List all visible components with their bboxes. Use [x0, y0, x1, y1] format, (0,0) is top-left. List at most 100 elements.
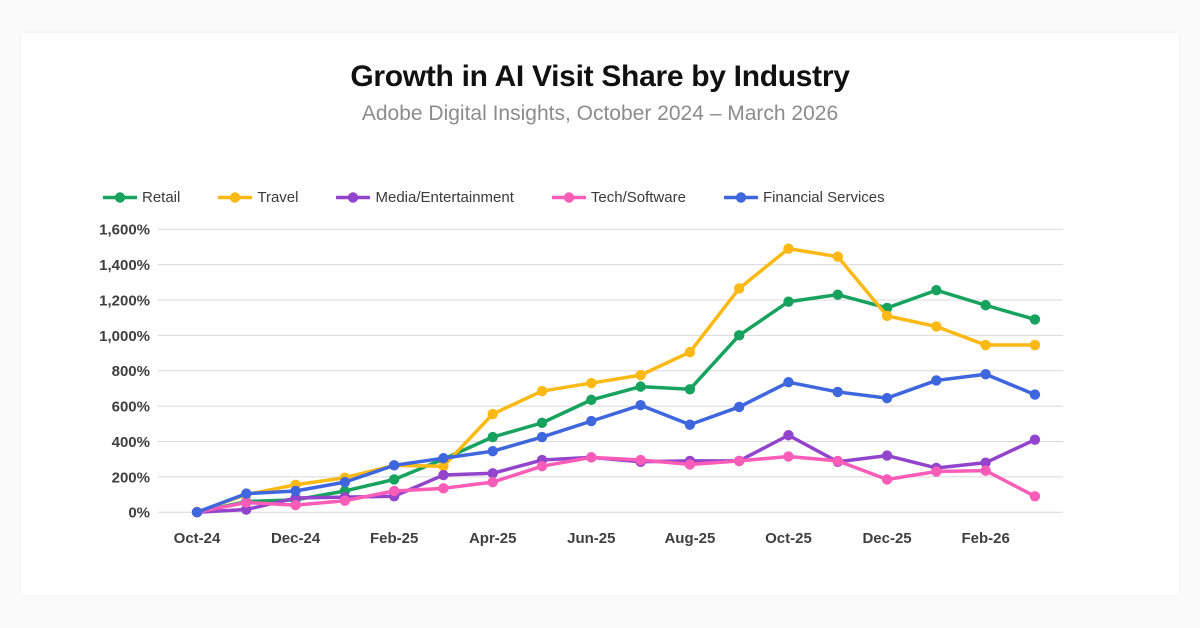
data-point — [980, 369, 991, 380]
data-point — [1029, 314, 1041, 325]
data-point — [438, 461, 449, 472]
data-point — [487, 445, 498, 457]
y-axis-tick-label: 800% — [112, 363, 150, 380]
y-axis-tick-label: 600% — [112, 399, 150, 416]
data-point — [536, 385, 548, 397]
legend-marker-icon — [336, 192, 371, 203]
series-line-travel — [195, 246, 1037, 514]
data-point — [438, 469, 449, 481]
data-point — [980, 465, 991, 476]
data-point — [684, 419, 696, 430]
data-point — [388, 485, 400, 497]
data-point — [733, 330, 745, 341]
legend-item-media-entertainment: Media/Entertainment — [336, 189, 514, 206]
data-point — [339, 495, 351, 506]
data-point — [438, 453, 449, 464]
data-point — [931, 285, 942, 296]
data-point — [388, 460, 400, 471]
data-point — [635, 369, 646, 381]
legend-item-retail: Retail — [103, 189, 180, 206]
legend-marker-icon — [218, 192, 253, 203]
line-chart: 0% 200% 400% 600% 800% 1,000% 1,200% 1,400% 1,60… — [99, 222, 1063, 547]
data-point — [931, 466, 942, 477]
legend-label: Tech/Software — [590, 189, 686, 206]
data-point — [931, 375, 942, 386]
data-point — [980, 300, 991, 311]
y-axis-tick-label: 1,600% — [99, 222, 150, 239]
data-point — [487, 468, 498, 479]
data-point — [1029, 339, 1041, 351]
x-axis-tick-label: Jun-25 — [567, 530, 615, 547]
data-point — [783, 430, 794, 441]
data-point — [733, 455, 745, 467]
data-point — [290, 485, 301, 497]
data-point — [931, 321, 942, 332]
x-axis-tick-label: Apr-25 — [469, 530, 517, 547]
series-line-tech-software — [195, 454, 1037, 514]
chart-card: Growth in AI Visit Share by Industry Ado… — [21, 33, 1179, 595]
data-point — [832, 386, 843, 398]
legend-label: Financial Services — [762, 189, 885, 206]
legend-label: Travel — [257, 189, 299, 206]
x-axis-tick-label: Feb-26 — [961, 530, 1009, 547]
data-point — [635, 381, 646, 392]
data-point — [388, 474, 400, 485]
data-point — [832, 251, 843, 262]
data-point — [586, 377, 597, 389]
data-point — [783, 451, 794, 462]
data-point — [832, 289, 843, 300]
data-point — [635, 399, 646, 411]
y-axis-tick-label: 0% — [128, 505, 150, 522]
data-point — [783, 243, 794, 254]
data-point — [1029, 389, 1041, 400]
data-point — [733, 401, 745, 413]
data-point — [684, 384, 696, 395]
x-axis-tick-label: Aug-25 — [664, 530, 715, 547]
data-point — [536, 431, 548, 443]
legend-item-tech-software: Tech/Software — [551, 189, 686, 206]
data-point — [1029, 434, 1041, 445]
legend-label: Media/Entertainment — [375, 189, 514, 206]
y-axis-tick-label: 1,000% — [99, 328, 150, 345]
data-point — [339, 476, 351, 488]
data-point — [241, 488, 252, 499]
data-point — [487, 431, 498, 443]
legend-marker-icon — [551, 192, 586, 203]
y-axis-tick-label: 1,400% — [99, 257, 150, 274]
series-line-financial-services — [195, 372, 1037, 514]
data-point — [1029, 491, 1041, 502]
y-axis-tick-label: 200% — [112, 469, 150, 486]
data-point — [980, 457, 991, 468]
data-point — [438, 483, 449, 494]
x-axis-tick-label: Dec-24 — [271, 530, 321, 547]
data-point — [290, 499, 301, 511]
series-line-media-entertainment — [195, 433, 1037, 514]
data-point — [536, 417, 548, 429]
legend-item-financial-services: Financial Services — [723, 189, 885, 206]
legend-label: Retail — [142, 189, 181, 206]
data-point — [783, 376, 794, 388]
data-point — [536, 461, 548, 472]
data-point — [881, 450, 893, 461]
legend-item-travel: Travel — [218, 189, 298, 206]
legend-marker-icon — [103, 192, 137, 203]
y-axis-tick-label: 400% — [112, 434, 150, 451]
data-point — [487, 476, 498, 488]
chart-legend: Retail Travel Media/Entertainment Tech/Soft… — [103, 189, 885, 206]
legend-marker-icon — [723, 192, 758, 203]
data-point — [881, 474, 893, 485]
data-point — [586, 394, 597, 406]
data-point — [881, 392, 893, 404]
x-axis-tick-label: Feb-25 — [370, 530, 418, 547]
data-point — [980, 339, 991, 351]
data-point — [684, 459, 696, 470]
data-point — [635, 454, 646, 466]
chart-title: Growth in AI Visit Share by Industry — [350, 60, 850, 93]
series-line-retail — [195, 288, 1037, 514]
data-point — [191, 507, 203, 518]
data-point — [881, 310, 893, 322]
data-point — [783, 296, 794, 307]
chart-subtitle: Adobe Digital Insights, October 2024 – M… — [361, 102, 839, 125]
x-axis-tick-label: Dec-25 — [862, 530, 911, 547]
chart-area: 0% 200% 400% 600% 800% 1,000% 1,200% 1,400% 1,60… — [90, 218, 1080, 568]
